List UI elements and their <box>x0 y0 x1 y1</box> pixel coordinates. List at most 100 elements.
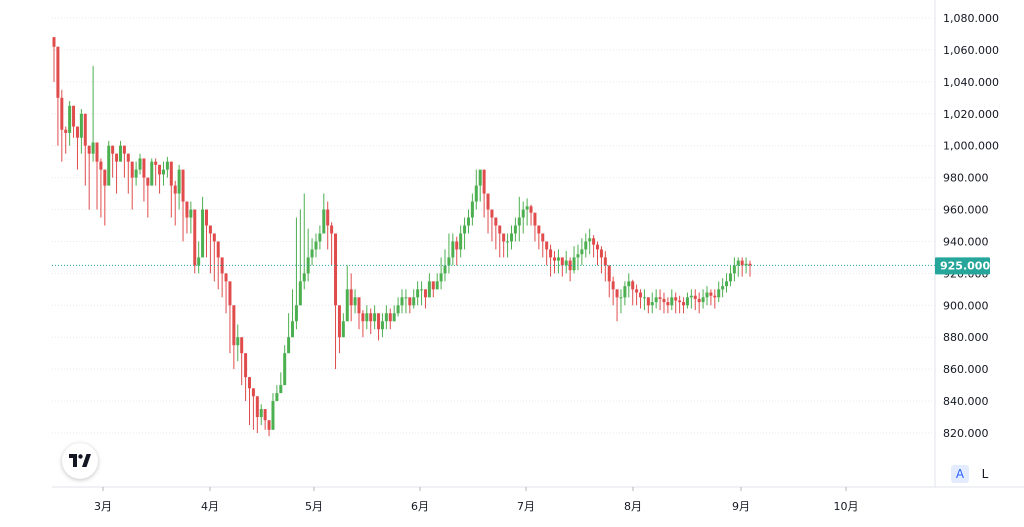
candle-up[interactable] <box>318 225 322 250</box>
candle-down[interactable] <box>87 145 91 210</box>
candle-up[interactable] <box>728 265 732 287</box>
candle-down[interactable] <box>596 241 600 266</box>
candle-down[interactable] <box>603 251 607 282</box>
candle-down[interactable] <box>361 310 365 338</box>
candle-up[interactable] <box>725 273 729 293</box>
candle-down[interactable] <box>103 169 107 226</box>
candle-down[interactable] <box>615 289 619 322</box>
candle-down[interactable] <box>662 292 666 314</box>
candle-up[interactable] <box>451 233 455 266</box>
candle-down[interactable] <box>142 158 146 202</box>
candle-down[interactable] <box>263 409 267 430</box>
time-axis[interactable]: 3月 4月 5月 6月 7月 8月 9月 10月 <box>94 487 859 513</box>
candle-up[interactable] <box>721 278 725 298</box>
candle-down[interactable] <box>75 126 79 170</box>
candle-down[interactable] <box>244 353 248 402</box>
candle-up[interactable] <box>513 217 517 242</box>
candle-down[interactable] <box>326 201 330 250</box>
candle-up[interactable] <box>287 313 291 354</box>
candle-down[interactable] <box>169 161 173 218</box>
candle-down[interactable] <box>552 251 556 274</box>
candle-down[interactable] <box>224 273 228 314</box>
candle-down[interactable] <box>693 289 697 311</box>
candle-down[interactable] <box>193 209 197 274</box>
candle-up[interactable] <box>556 249 560 274</box>
candle-up[interactable] <box>459 225 463 258</box>
candle-down[interactable] <box>154 158 158 186</box>
candle-down[interactable] <box>204 209 208 258</box>
candle-down[interactable] <box>357 297 361 330</box>
candle-up[interactable] <box>439 257 443 290</box>
candle-up[interactable] <box>623 281 627 306</box>
candle-down[interactable] <box>639 289 643 309</box>
candle-up[interactable] <box>463 217 467 250</box>
candle-up[interactable] <box>427 273 431 298</box>
candle-up[interactable] <box>572 246 576 274</box>
candle-down[interactable] <box>240 337 244 386</box>
candle-up[interactable] <box>322 193 326 234</box>
candle-down[interactable] <box>549 244 553 277</box>
candle-down[interactable] <box>674 292 678 314</box>
candle-down[interactable] <box>185 201 189 234</box>
tradingview-logo[interactable] <box>62 443 98 479</box>
candle-up[interactable] <box>259 404 263 426</box>
candle-up[interactable] <box>478 169 482 202</box>
candle-down[interactable] <box>431 281 435 298</box>
candle-up[interactable] <box>161 161 165 186</box>
candle-down[interactable] <box>146 177 150 218</box>
candle-up[interactable] <box>654 289 658 309</box>
candle-up[interactable] <box>580 238 584 266</box>
candle-up[interactable] <box>197 241 201 274</box>
candle-up[interactable] <box>685 292 689 309</box>
candle-up[interactable] <box>705 286 709 306</box>
candle-down[interactable] <box>529 204 533 226</box>
candle-down[interactable] <box>455 236 459 266</box>
candle-down[interactable] <box>52 37 56 82</box>
candle-down[interactable] <box>72 105 76 138</box>
candle-down[interactable] <box>212 233 216 282</box>
candle-up[interactable] <box>517 196 521 242</box>
candle-down[interactable] <box>248 377 252 426</box>
candle-down[interactable] <box>541 233 545 258</box>
candle-down[interactable] <box>592 235 596 258</box>
candle-up[interactable] <box>416 281 420 306</box>
candle-down[interactable] <box>232 305 236 370</box>
candle-down[interactable] <box>423 289 427 309</box>
candle-up[interactable] <box>283 345 287 386</box>
log-scale-button[interactable]: L <box>981 467 989 481</box>
candle-up[interactable] <box>291 289 295 338</box>
auto-scale-button[interactable]: A <box>951 465 969 483</box>
candle-down[interactable] <box>502 233 506 258</box>
candle-down[interactable] <box>682 297 686 314</box>
candle-down[interactable] <box>568 257 572 282</box>
candle-up[interactable] <box>474 169 478 210</box>
candle-up[interactable] <box>373 305 377 330</box>
candle-up[interactable] <box>717 281 721 303</box>
candle-up[interactable] <box>506 233 510 258</box>
candle-down[interactable] <box>713 289 717 309</box>
candle-up[interactable] <box>91 65 95 162</box>
candle-down[interactable] <box>599 246 603 274</box>
candle-down[interactable] <box>486 193 490 234</box>
candle-up[interactable] <box>521 201 525 234</box>
candle-up[interactable] <box>353 289 357 314</box>
candle-up[interactable] <box>68 101 72 146</box>
candle-down[interactable] <box>267 420 271 437</box>
candle-down[interactable] <box>490 209 494 242</box>
candle-down[interactable] <box>545 241 549 266</box>
candle-up[interactable] <box>189 201 193 234</box>
candle-down[interactable] <box>115 153 119 194</box>
candle-up[interactable] <box>279 372 283 394</box>
candle-down[interactable] <box>607 265 611 298</box>
candle-up[interactable] <box>165 156 169 178</box>
candle-up[interactable] <box>619 289 623 314</box>
candle-up[interactable] <box>302 193 306 290</box>
candle-up[interactable] <box>744 257 748 274</box>
candle-up[interactable] <box>150 158 154 186</box>
candle-up[interactable] <box>275 385 279 402</box>
candle-down[interactable] <box>537 225 541 250</box>
candle-up[interactable] <box>380 313 384 338</box>
candle-down[interactable] <box>122 145 126 178</box>
candle-down[interactable] <box>408 297 412 314</box>
candle-up[interactable] <box>701 289 705 309</box>
